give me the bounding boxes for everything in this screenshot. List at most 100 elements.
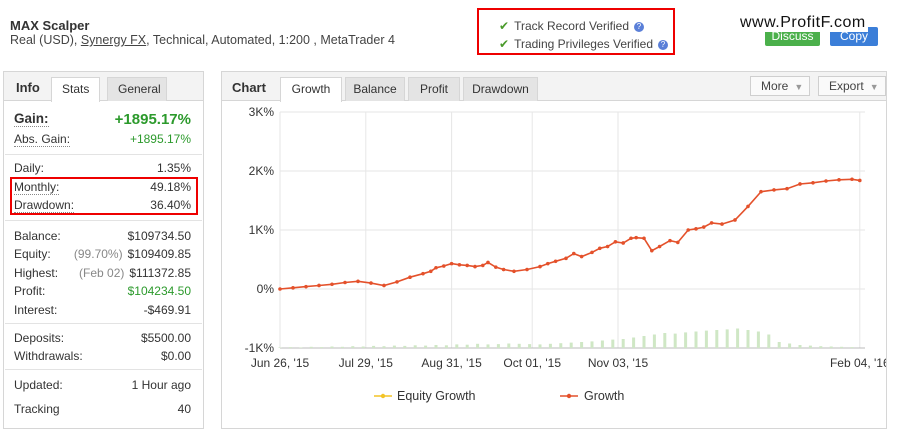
growth-point	[525, 267, 529, 272]
growth-point	[512, 269, 516, 274]
growth-point	[343, 280, 347, 285]
updated-row: Updated: 1 Hour ago	[14, 378, 191, 392]
volume-bar	[569, 342, 573, 348]
tracking-label: Tracking	[14, 402, 60, 416]
withdrawals-label: Withdrawals:	[14, 349, 83, 363]
growth-point	[579, 254, 584, 259]
volume-bar	[465, 344, 469, 348]
tab-balance[interactable]: Balance	[345, 77, 405, 101]
growth-point	[642, 236, 646, 241]
broker-link[interactable]: Synergy FX	[80, 33, 147, 47]
volume-bar	[517, 343, 521, 348]
highest-value-wrap: (Feb 02) $111372.85	[79, 266, 191, 280]
growth-point	[657, 244, 662, 249]
growth-point	[676, 240, 680, 245]
growth-point	[858, 178, 862, 183]
daily-row: Daily: 1.35%	[14, 161, 191, 175]
volume-bar	[392, 345, 396, 348]
volume-bar	[798, 345, 802, 348]
volume-bar	[476, 343, 480, 348]
monthly-label[interactable]: Monthly:	[14, 180, 60, 195]
growth-point	[720, 222, 724, 226]
equity-value-wrap: (99.70%) $109409.85	[74, 247, 191, 261]
volume-bar	[621, 339, 625, 348]
interest-value: -$469.91	[143, 303, 191, 317]
tab-growth[interactable]: Growth	[280, 77, 342, 102]
volume-bar	[715, 330, 719, 348]
volume-bar	[413, 345, 417, 348]
tab-drawdown[interactable]: Drawdown	[463, 77, 538, 101]
export-label: Export	[829, 79, 864, 93]
highest-row: Highest: (Feb 02) $111372.85	[14, 266, 191, 280]
volume-bar	[299, 347, 303, 348]
volume-bar	[580, 342, 584, 348]
volume-bar	[434, 345, 438, 348]
volume-bar	[330, 346, 334, 348]
growth-point	[785, 186, 789, 191]
growth-point	[621, 241, 625, 245]
legend-growth-marker	[566, 393, 572, 399]
tab-profit[interactable]: Profit	[408, 77, 460, 101]
growth-point	[457, 263, 462, 267]
growth-point	[465, 263, 469, 268]
help-icon[interactable]: ?	[634, 21, 644, 32]
equity-percent: (99.70%)	[73, 247, 123, 261]
chart-panel: Chart Growth Balance Profit Drawdown Mor…	[221, 71, 887, 429]
volume-bar	[673, 333, 677, 348]
track-record-label: Track Record Verified	[514, 19, 629, 33]
divider	[5, 323, 202, 324]
growth-point	[694, 227, 698, 231]
drawdown-label[interactable]: Drawdown:	[14, 198, 75, 213]
abs-gain-label[interactable]: Abs. Gain:	[14, 132, 71, 147]
subtitle-suffix: , Technical, Automated, 1:200 , MetaTrad…	[146, 33, 395, 47]
volume-bar	[632, 337, 636, 348]
growth-point	[759, 189, 763, 194]
growth-point	[824, 179, 828, 183]
growth-point	[668, 238, 672, 243]
growth-point	[434, 265, 438, 270]
growth-point	[686, 228, 690, 232]
chart-tabs: Chart Growth Balance Profit Drawdown Mor…	[222, 72, 886, 102]
chevron-down-icon: ▼	[794, 82, 804, 92]
more-dropdown[interactable]: More ▼	[750, 76, 811, 96]
volume-bar	[694, 331, 698, 348]
balance-label: Balance:	[14, 229, 61, 243]
system-title: MAX Scalper	[10, 18, 90, 33]
volume-bar	[590, 341, 594, 348]
more-label: More	[761, 79, 789, 93]
withdrawals-value: $0.00	[160, 349, 191, 363]
tab-general[interactable]: General	[107, 77, 167, 101]
gain-label[interactable]: Gain:	[14, 111, 49, 127]
tab-stats[interactable]: Stats	[51, 77, 101, 102]
track-record-verified: ✔ Track Record Verified?	[499, 19, 644, 33]
growth-series-line	[279, 178, 860, 290]
volume-bar	[819, 346, 823, 348]
interest-label: Interest:	[14, 303, 58, 317]
volume-bar	[444, 345, 448, 348]
volume-bar	[340, 346, 344, 348]
deposits-row: Deposits: $5500.00	[14, 331, 191, 345]
check-icon: ✔	[499, 19, 510, 33]
volume-bar	[600, 340, 604, 348]
volume-bar	[756, 331, 760, 348]
daily-label: Daily:	[14, 161, 45, 175]
highest-value: $111372.85	[129, 266, 191, 280]
growth-point	[356, 279, 360, 284]
export-dropdown[interactable]: Export ▼	[818, 76, 886, 96]
deposits-label: Deposits:	[14, 331, 65, 345]
help-icon[interactable]: ?	[658, 39, 669, 50]
volume-bar	[351, 346, 355, 348]
growth-point	[546, 261, 550, 266]
growth-point	[442, 264, 446, 268]
profit-label: Profit:	[14, 284, 46, 298]
volume-bar	[309, 346, 313, 348]
volume-bar	[704, 330, 708, 348]
abs-gain-row: Abs. Gain: +1895.17%	[14, 132, 191, 147]
volume-bar	[507, 343, 511, 348]
legend-equity-marker	[380, 393, 386, 399]
x-tick-label: Oct 01, '15	[503, 356, 561, 370]
growth-point	[486, 260, 490, 265]
volume-bar	[788, 343, 792, 348]
highest-label: Highest:	[14, 266, 59, 280]
equity-label: Equity:	[14, 247, 51, 261]
